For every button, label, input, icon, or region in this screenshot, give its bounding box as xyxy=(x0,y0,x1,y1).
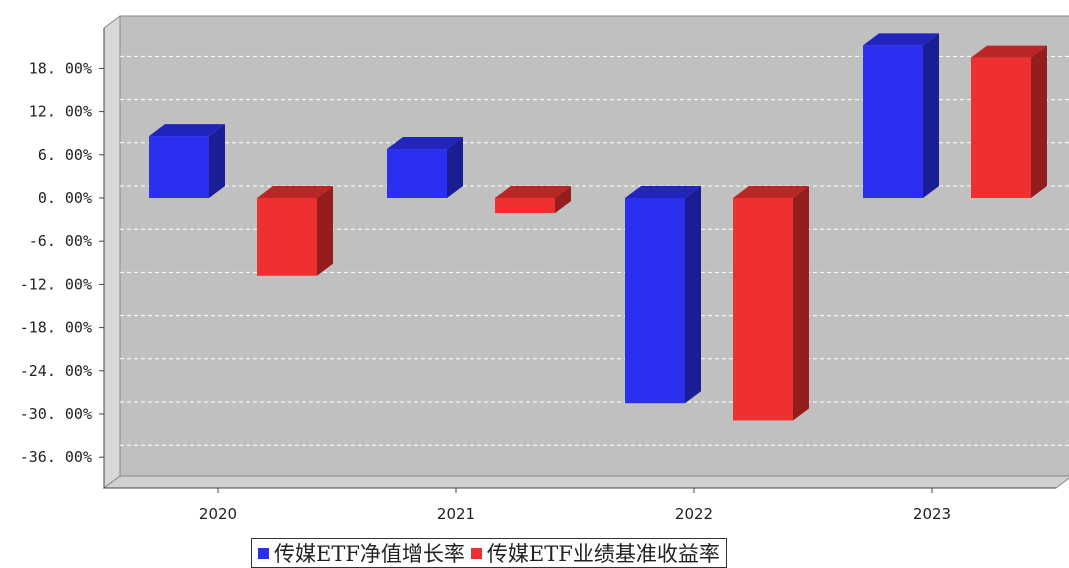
legend-label-series-1: 传媒ETF净值增长率 xyxy=(274,542,465,566)
bar-top-face xyxy=(495,186,571,198)
legend-item-series-1: 传媒ETF净值增长率 xyxy=(258,538,465,568)
bar-side-face xyxy=(447,137,463,198)
bar-top-face xyxy=(863,33,939,46)
bar-top-face xyxy=(971,45,1047,58)
x-tick-label: 2021 xyxy=(437,505,475,523)
bar-benchmark-2020 xyxy=(257,186,333,276)
y-tick-label: -18. 00% xyxy=(20,319,92,337)
legend-swatch-series-1 xyxy=(258,547,269,559)
y-tick-label: -36. 00% xyxy=(20,448,92,466)
plot-background xyxy=(102,15,1069,489)
y-tick-label: -24. 00% xyxy=(20,362,92,380)
bar-chart: 18. 00% 12. 00% 6. 00% 0. 00% -6. 00% -12. 00… xyxy=(20,15,1069,523)
y-tick-label: -6. 00% xyxy=(29,232,92,250)
bar-side-face xyxy=(923,33,939,198)
bar-side-face xyxy=(209,124,225,198)
y-tick-label: 6. 00% xyxy=(38,146,92,164)
bar-top-face xyxy=(387,137,463,150)
bar-front-face xyxy=(971,57,1031,198)
bar-benchmark-2022 xyxy=(733,186,809,421)
bar-nav-growth-2022 xyxy=(625,186,701,404)
bar-side-face xyxy=(1031,45,1047,198)
x-tick-label: 2020 xyxy=(199,505,237,523)
y-tick-label: -30. 00% xyxy=(20,405,92,423)
bar-top-face xyxy=(625,186,701,198)
plot-floor xyxy=(102,475,1069,489)
y-tick-label: 12. 00% xyxy=(29,103,92,121)
y-tick-label: -12. 00% xyxy=(20,275,92,293)
bar-top-face xyxy=(733,186,809,198)
x-axis-ticks: 2020 2021 2022 2023 xyxy=(199,488,951,523)
bar-top-face xyxy=(149,124,225,137)
bars xyxy=(149,33,1047,421)
bar-front-face xyxy=(733,198,793,421)
bar-nav-growth-2023 xyxy=(863,33,939,198)
legend-swatch-series-2 xyxy=(470,547,482,559)
x-tick-label: 2023 xyxy=(913,505,951,523)
bar-front-face xyxy=(257,198,317,276)
y-axis-ticks: 18. 00% 12. 00% 6. 00% 0. 00% -6. 00% -12. 00… xyxy=(20,59,104,466)
bar-benchmark-2021 xyxy=(495,186,571,214)
bar-nav-growth-2020 xyxy=(149,124,225,198)
bar-front-face xyxy=(625,198,685,404)
x-tick-label: 2022 xyxy=(675,505,713,523)
legend-item-series-2: 传媒ETF业绩基准收益率 xyxy=(470,538,720,568)
y-tick-label: 0. 00% xyxy=(38,189,92,207)
bar-front-face xyxy=(495,198,555,214)
bar-side-face xyxy=(793,186,809,421)
legend: 传媒ETF净值增长率 传媒ETF业绩基准收益率 xyxy=(251,538,727,568)
bar-side-face xyxy=(317,186,333,276)
legend-label-series-2: 传媒ETF业绩基准收益率 xyxy=(486,542,720,566)
bar-benchmark-2023 xyxy=(971,45,1047,198)
bar-side-face xyxy=(685,186,701,404)
bar-front-face xyxy=(149,136,209,198)
bar-front-face xyxy=(863,45,923,198)
bar-nav-growth-2021 xyxy=(387,137,463,198)
plot-left-wall xyxy=(103,15,121,489)
bar-front-face xyxy=(387,149,447,198)
bar-side-face xyxy=(555,186,571,214)
bar-top-face xyxy=(257,186,333,198)
y-tick-label: 18. 00% xyxy=(29,59,92,77)
